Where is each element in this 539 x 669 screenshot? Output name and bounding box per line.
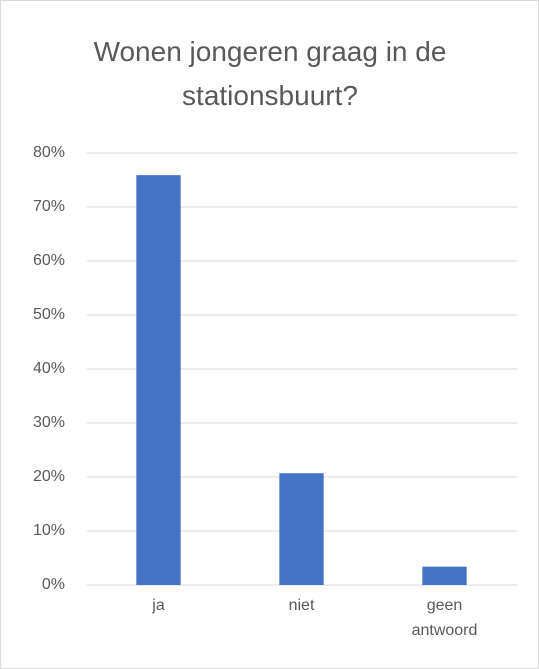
y-tick-label: 50% [33,306,65,323]
y-tick-label: 80% [33,144,65,161]
bar [136,175,181,585]
x-tick-label: geen antwoord [411,597,478,639]
bar [279,473,324,585]
y-tick-label: 10% [33,522,65,539]
x-tick-label: niet [288,597,315,614]
y-tick-label: 60% [33,252,65,269]
y-tick-label: 40% [33,360,65,377]
y-tick-label: 70% [33,198,65,215]
x-tick-label: ja [152,597,165,614]
y-tick-label: 0% [42,576,65,593]
chart-title: Wonen jongeren graag in de stationsbuurt… [93,36,447,111]
bar [422,566,467,585]
y-tick-label: 30% [33,414,65,431]
y-tick-label: 20% [33,468,65,485]
